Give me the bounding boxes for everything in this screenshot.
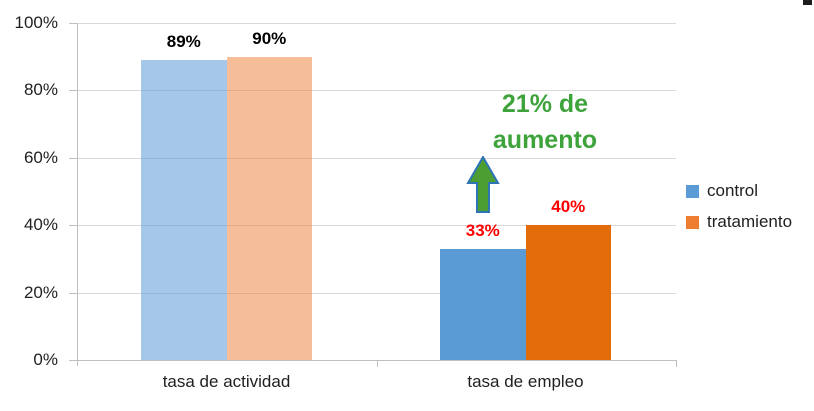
value-label: 33% — [465, 220, 500, 240]
legend: control tratamiento — [686, 181, 792, 243]
y-axis-tick-mark — [69, 23, 78, 24]
gridline — [78, 292, 676, 294]
bar-control-2 — [440, 248, 526, 360]
legend-swatch-control — [686, 184, 699, 198]
y-axis-tick-mark — [69, 157, 78, 159]
legend-swatch-tratamiento — [686, 215, 699, 229]
y-axis-tick-mark — [69, 225, 78, 227]
y-axis-tick-mark — [69, 90, 78, 92]
bar-control-1 — [141, 60, 227, 360]
value-label: 40% — [551, 197, 586, 217]
legend-item-control: control — [686, 181, 792, 201]
y-axis-tick-label: 0% — [33, 350, 58, 369]
up-arrow-icon — [466, 156, 500, 213]
y-axis-tick-label: 80% — [23, 80, 58, 100]
legend-label-tratamiento: tratamiento — [707, 212, 793, 231]
y-axis-line — [77, 23, 78, 366]
annotation-increase: 21% de aumento — [450, 86, 640, 158]
x-axis-tick-mark — [676, 361, 677, 367]
x-axis-category-label: tasa de empleo — [467, 372, 584, 391]
annotation-line-2: aumento — [492, 126, 598, 154]
y-axis-tick-label: 60% — [23, 147, 58, 167]
gridline — [78, 90, 676, 92]
gridline — [78, 23, 676, 24]
x-axis-category-label: tasa de actividad — [162, 372, 291, 391]
gridline — [78, 225, 676, 227]
legend-label-control: control — [707, 181, 759, 200]
gridline — [78, 157, 676, 159]
legend-item-tratamiento: tratamiento — [686, 212, 792, 232]
value-label: 90% — [252, 28, 287, 48]
x-axis-tick-mark — [376, 361, 378, 367]
cropped-corner-artifact — [803, 0, 812, 5]
y-axis-tick-mark — [69, 292, 78, 294]
value-label: 89% — [166, 32, 201, 52]
bar-tratamiento-2 — [525, 225, 611, 360]
y-axis-tick-mark — [69, 360, 78, 361]
annotation-line-1: 21% de — [501, 90, 589, 118]
y-axis-tick-label: 40% — [23, 215, 58, 235]
x-axis-line — [77, 360, 677, 361]
y-axis-tick-label: 100% — [14, 13, 58, 32]
bar-tratamiento-1 — [226, 56, 312, 360]
y-axis-tick-label: 20% — [23, 282, 58, 302]
